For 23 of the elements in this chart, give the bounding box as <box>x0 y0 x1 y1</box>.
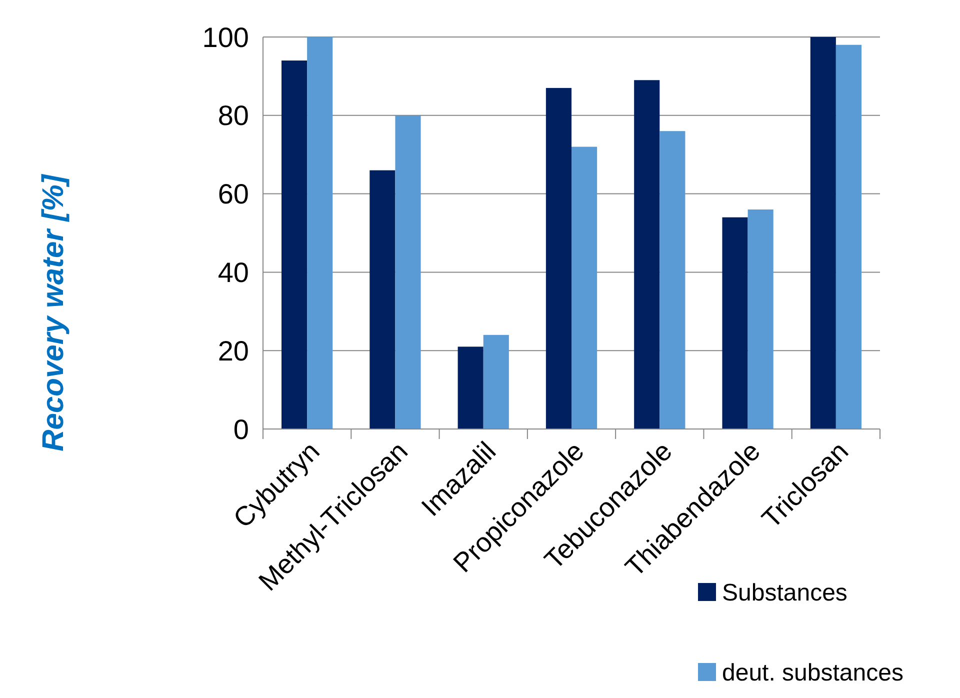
y-axis-title: Recovery water [%] <box>37 174 70 452</box>
bar <box>458 346 484 429</box>
bar <box>722 217 748 429</box>
bar <box>634 80 660 429</box>
y-tick-label: 40 <box>218 257 249 288</box>
bar <box>810 37 836 429</box>
bar <box>546 88 572 429</box>
y-tick-label: 0 <box>233 414 249 445</box>
bar <box>748 209 774 429</box>
bar <box>660 131 686 429</box>
bar <box>836 44 862 429</box>
legend-label: Substances <box>722 579 848 606</box>
bar <box>282 60 308 429</box>
bar <box>370 170 396 429</box>
legend-label: deut. substances <box>722 659 904 686</box>
bar <box>307 37 333 429</box>
y-tick-label: 80 <box>218 100 249 132</box>
y-tick-label: 60 <box>218 178 249 210</box>
bar <box>483 334 509 429</box>
bar <box>395 115 421 429</box>
y-tick-label: 20 <box>218 335 249 366</box>
y-tick-label: 100 <box>202 22 249 53</box>
bar <box>572 146 598 429</box>
